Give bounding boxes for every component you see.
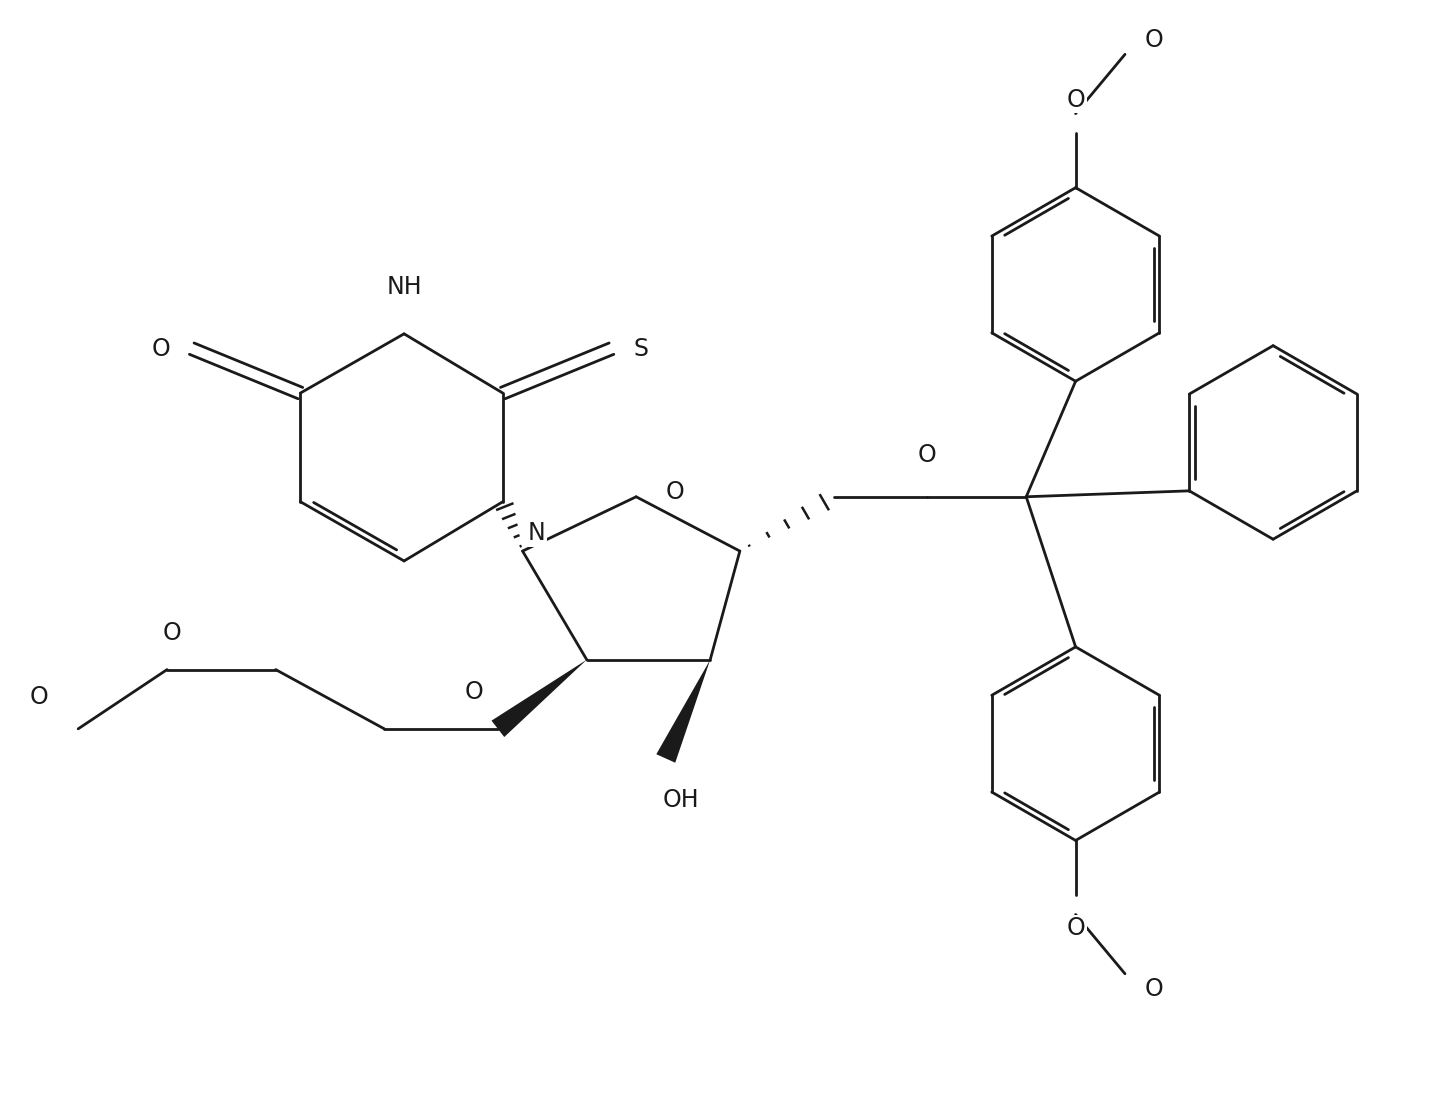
Text: O: O <box>163 620 182 645</box>
Text: NH: NH <box>387 276 422 299</box>
Text: O: O <box>464 680 483 704</box>
Text: O: O <box>917 443 936 468</box>
Text: O: O <box>1144 28 1163 51</box>
Text: O: O <box>666 480 685 503</box>
Text: O: O <box>29 685 48 709</box>
Text: OH: OH <box>662 788 699 812</box>
Text: O: O <box>151 337 170 360</box>
Polygon shape <box>491 660 587 737</box>
Text: O: O <box>1066 88 1085 112</box>
Polygon shape <box>656 660 710 762</box>
Text: O: O <box>1066 916 1085 941</box>
Text: S: S <box>632 337 648 360</box>
Text: O: O <box>1144 976 1163 1001</box>
Text: N: N <box>528 521 545 546</box>
